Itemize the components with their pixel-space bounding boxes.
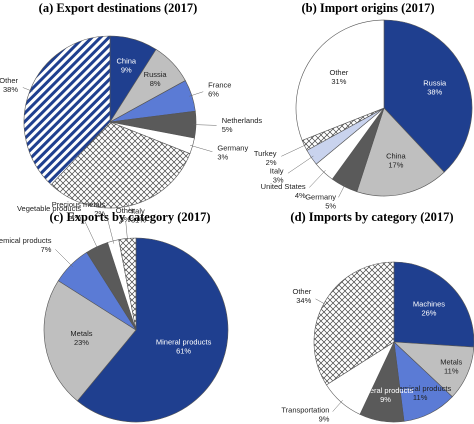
slice-label: Turkey: [254, 149, 277, 158]
leader-line: [332, 400, 343, 412]
slice-value-label: 5%: [325, 202, 336, 211]
slice-value-label: 4%: [295, 191, 306, 200]
pie-slice: [356, 107, 445, 197]
leader-line: [190, 145, 213, 152]
slice-value-label: 2%: [266, 158, 277, 167]
slice-value-label: 38%: [427, 87, 442, 96]
leader-line: [83, 218, 99, 250]
pie-slice: [383, 19, 473, 173]
slice-label: Mineral products: [358, 386, 414, 395]
slice-value-label: 61%: [176, 347, 191, 356]
leader-line: [189, 91, 204, 97]
pie-slice: [295, 19, 385, 141]
slice-label: Chemical products: [389, 384, 451, 393]
leader-line: [309, 170, 326, 188]
slice-value-label: 3%: [273, 176, 284, 185]
slice-value-label: 2%: [94, 209, 105, 218]
slice-label: Other: [0, 76, 19, 85]
slice-value-label: 6%: [208, 90, 219, 99]
chart-title: (d) Imports by category (2017): [290, 210, 453, 224]
slice-label: Other: [116, 206, 135, 215]
slice-value-label: 9%: [380, 395, 391, 404]
slice-label: Vegetable products: [17, 204, 81, 213]
slice-value-label: 3%: [120, 215, 131, 224]
chart-title: (c) Exports by category (2017): [49, 210, 210, 224]
slice-value-label: 9%: [319, 415, 330, 424]
slice-label: Chemical products: [0, 236, 52, 245]
leader-line: [315, 298, 327, 305]
slice-value-label: 7%: [41, 245, 52, 254]
leader-line: [106, 214, 115, 244]
slice-label: United States: [261, 182, 306, 191]
slice-label: Machines: [413, 300, 445, 309]
slice-label: Other: [293, 287, 312, 296]
slice-value-label: 17%: [388, 161, 403, 170]
chart-title: (b) Import origins (2017): [302, 1, 435, 15]
leader-line: [281, 144, 307, 157]
slice-label: Russia: [423, 78, 447, 87]
slice-label: Italy: [270, 167, 284, 176]
slice-value-label: 4%: [70, 213, 81, 222]
slice-label: China: [117, 56, 137, 65]
slice-label: France: [208, 81, 231, 90]
slice-value-label: 11%: [444, 366, 459, 375]
leader-line: [193, 124, 217, 126]
slice-value-label: 9%: [121, 65, 132, 74]
slice-value-label: 23%: [74, 338, 89, 347]
slice-label: Other: [329, 68, 348, 77]
leader-line: [125, 220, 128, 242]
slice-label: Precious metals: [52, 200, 106, 209]
chart-title: (a) Export destinations (2017): [39, 1, 198, 15]
slice-label: Germany: [217, 144, 248, 153]
slice-value-label: 11%: [413, 393, 428, 402]
leader-line: [127, 203, 131, 212]
slice-label: Mineral products: [156, 338, 212, 347]
slice-label: China: [386, 152, 406, 161]
slice-label: Metals: [440, 357, 462, 366]
slice-label: Metals: [70, 329, 92, 338]
leader-line: [55, 249, 74, 268]
slice-label: Germany: [305, 193, 336, 202]
slice-value-label: 34%: [296, 296, 311, 305]
slice-label: Netherlands: [222, 116, 263, 125]
slice-label: Russia: [144, 70, 168, 79]
leader-line: [338, 183, 346, 198]
slice-value-label: 5%: [222, 125, 233, 134]
leader-line: [22, 87, 33, 92]
slice-label: Italy: [131, 206, 145, 215]
slice-value-label: 8%: [150, 79, 161, 88]
slice-value-label: 31%: [331, 77, 346, 86]
leader-line: [287, 155, 314, 174]
pie-slice: [43, 280, 137, 402]
slice-value-label: 26%: [421, 309, 436, 318]
slice-value-label: 38%: [3, 85, 18, 94]
pie-slice: [76, 237, 229, 423]
slice-label: Transportation: [281, 406, 329, 415]
slice-value-label: 31%: [131, 215, 146, 224]
slice-value-label: 3%: [217, 153, 228, 162]
